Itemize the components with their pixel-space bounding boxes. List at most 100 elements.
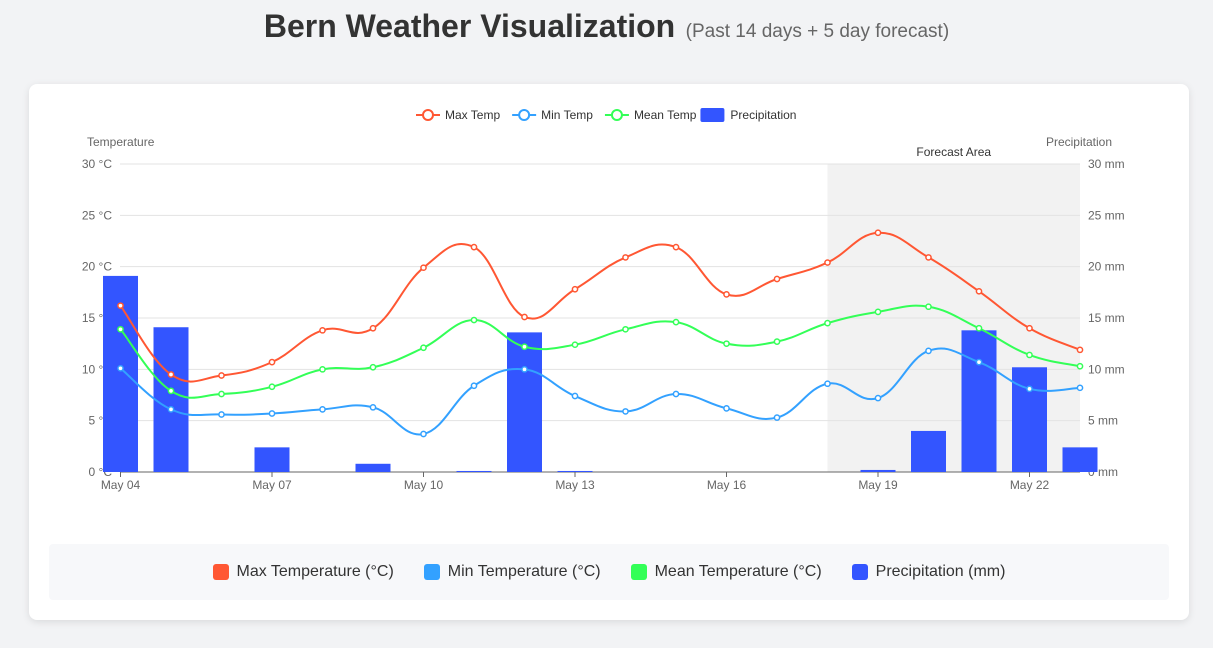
x-tick-label: May 19 <box>858 478 898 492</box>
x-tick-label: May 22 <box>1010 478 1050 492</box>
max-temp-point <box>521 313 528 321</box>
min-temp-point <box>1026 385 1033 393</box>
max-temp-point <box>1026 324 1033 332</box>
bottom-legend-item: Precipitation (mm) <box>851 563 1006 581</box>
mean-temp-point <box>1076 362 1084 370</box>
legend-swatch <box>212 564 229 580</box>
legend-label: Min Temperature (°C) <box>447 563 601 580</box>
max-temp-point <box>925 254 932 261</box>
max-temp-point <box>218 372 225 379</box>
legend-swatch-precipitation <box>700 108 725 122</box>
mean-temp-point <box>622 325 629 333</box>
precip-bar <box>860 469 896 472</box>
left-tick-label: 20 °C <box>82 260 112 274</box>
right-tick-label: 10 mm <box>1088 362 1125 376</box>
max-temp-point <box>1076 346 1084 354</box>
max-temp-point <box>319 326 326 334</box>
left-axis-title: Temperature <box>87 135 155 149</box>
bottom-legend-item: Max Temperature (°C) <box>212 563 394 581</box>
legend-label-mean-temp: Mean Temp <box>634 108 697 122</box>
right-tick-label: 20 mm <box>1088 260 1125 274</box>
right-tick-label: 5 mm <box>1088 414 1118 428</box>
legend-label-max-temp: Max Temp <box>445 108 500 122</box>
max-temp-point <box>824 259 831 266</box>
mean-temp-point <box>117 325 124 333</box>
max-temp-point <box>723 291 730 298</box>
right-axis-title: Precipitation <box>1046 135 1112 149</box>
min-temp-point <box>773 414 781 421</box>
mean-temp-point <box>975 324 983 332</box>
min-temp-point <box>470 382 478 390</box>
left-tick-label: 25 °C <box>82 208 112 222</box>
min-temp-line <box>119 347 1081 436</box>
mean-temp-point <box>268 383 276 391</box>
min-temp-point <box>622 408 629 415</box>
mean-temp-point <box>167 387 175 395</box>
mean-temp-point <box>672 318 680 326</box>
legend-swatch <box>423 564 440 580</box>
legend-label: Mean Temperature (°C) <box>654 563 822 580</box>
x-tick-label: May 13 <box>555 478 595 492</box>
mean-temp-point <box>521 343 528 351</box>
min-temp-point <box>723 404 730 412</box>
right-tick-label: 15 mm <box>1088 311 1125 325</box>
forecast-area-label: Forecast Area <box>916 145 991 159</box>
x-tick-label: May 10 <box>404 478 444 492</box>
mean-temp-point <box>723 340 730 348</box>
precip-bar <box>355 463 391 472</box>
max-temp-point <box>874 229 882 237</box>
legend-swatch <box>851 564 868 580</box>
min-temp-point <box>1076 384 1084 392</box>
mean-temp-point <box>773 338 781 345</box>
bottom-legend-item: Mean Temperature (°C) <box>630 563 822 581</box>
bottom-legend: Max Temperature (°C) Min Temperature (°C)… <box>49 544 1169 600</box>
max-temp-point <box>975 287 983 295</box>
max-temp-point <box>117 302 124 310</box>
mean-temp-point <box>218 390 225 398</box>
mean-temp-point <box>369 363 377 371</box>
mean-temp-point <box>420 344 427 352</box>
precip-bar <box>254 447 290 472</box>
min-temp-point <box>975 358 983 366</box>
precip-bar <box>911 430 946 472</box>
precip-bar <box>153 327 189 472</box>
min-temp-point <box>824 380 831 388</box>
max-temp-point <box>470 243 478 251</box>
precip-bar <box>507 332 542 472</box>
legend-label: Precipitation (mm) <box>875 563 1006 580</box>
mean-temp-point <box>824 319 831 327</box>
max-temp-point <box>167 371 175 378</box>
min-temp-point <box>672 390 680 398</box>
mean-temp-point <box>874 308 882 316</box>
max-temp-point <box>672 243 680 251</box>
page-subtitle: (Past 14 days + 5 day forecast) <box>685 21 950 42</box>
x-tick-label: May 07 <box>252 478 292 492</box>
bottom-legend-item: Min Temperature (°C) <box>423 563 601 581</box>
mean-temp-point <box>1026 351 1033 359</box>
page-header: Bern Weather Visualization (Past 14 days… <box>0 8 1213 45</box>
max-temp-point <box>622 254 629 261</box>
x-tick-label: May 04 <box>101 478 141 492</box>
max-temp-line <box>119 231 1081 383</box>
min-temp-point <box>874 394 882 402</box>
max-temp-point <box>571 285 579 293</box>
min-temp-point <box>369 403 377 411</box>
x-tick-label: May 16 <box>707 478 747 492</box>
mean-temp-point <box>319 365 326 373</box>
min-temp-point <box>167 406 175 413</box>
right-tick-label: 30 mm <box>1088 157 1125 171</box>
min-temp-point <box>420 430 427 438</box>
legend-marker-max-temp <box>422 109 434 121</box>
min-temp-point <box>218 411 225 418</box>
min-temp-point <box>319 406 326 413</box>
mean-temp-point <box>925 303 932 311</box>
max-temp-point <box>369 324 377 332</box>
max-temp-point <box>268 358 276 366</box>
mean-temp-point <box>571 341 579 349</box>
precip-bar <box>961 330 997 472</box>
max-temp-point <box>773 275 781 283</box>
legend-marker-mean-temp <box>610 109 623 121</box>
min-temp-point <box>925 347 932 355</box>
left-tick-label: 30 °C <box>82 157 112 171</box>
